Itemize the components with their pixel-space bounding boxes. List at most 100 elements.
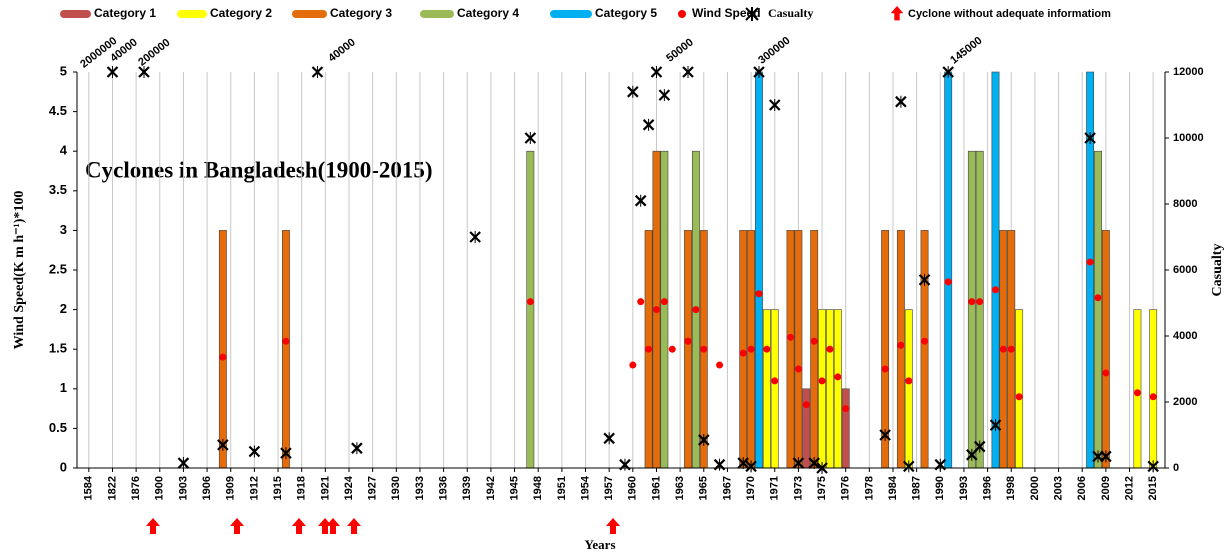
x-tick-label: 1942 bbox=[485, 476, 497, 500]
y-tick-label: 1 bbox=[60, 380, 67, 395]
annotation: 145000 bbox=[948, 35, 984, 67]
casualty-marker bbox=[753, 66, 765, 78]
y2-tick-label: 8000 bbox=[1173, 198, 1197, 210]
legend-label: Category 1 bbox=[94, 6, 156, 20]
info-arrow bbox=[326, 518, 340, 534]
casualty-marker bbox=[658, 89, 671, 102]
x-tick-label: 1993 bbox=[958, 476, 970, 500]
wind-speed-dot bbox=[1015, 393, 1023, 401]
legend-label: Category 4 bbox=[457, 6, 519, 20]
y-tick-label: 4.5 bbox=[49, 103, 67, 118]
y-tick-label: 1.5 bbox=[49, 341, 67, 356]
y2-tick-label: 2000 bbox=[1173, 396, 1197, 408]
bar bbox=[1149, 309, 1158, 469]
x-axis-title: Years bbox=[584, 537, 615, 552]
info-arrow bbox=[606, 518, 620, 534]
bar bbox=[282, 230, 290, 469]
legend-swatch bbox=[177, 10, 207, 18]
y-tick-label: 3 bbox=[60, 222, 67, 237]
x-tick-label: 2003 bbox=[1052, 476, 1064, 500]
bar bbox=[1133, 309, 1142, 469]
x-tick-label: 1965 bbox=[698, 476, 710, 500]
y2-tick-label: 6000 bbox=[1173, 264, 1197, 276]
x-tick-label: 1915 bbox=[272, 476, 284, 500]
bar bbox=[975, 150, 984, 469]
x-tick-label: 1948 bbox=[532, 476, 544, 500]
wind-speed-dot bbox=[684, 337, 692, 345]
x-tick-label: 1990 bbox=[934, 476, 946, 500]
casualty-marker bbox=[902, 460, 915, 473]
x-tick-label: 1976 bbox=[840, 476, 852, 500]
x-tick-label: 2015 bbox=[1147, 476, 1159, 500]
casualty-marker bbox=[524, 132, 537, 144]
x-tick-label: 1960 bbox=[627, 476, 639, 500]
wind-speed-dot bbox=[787, 333, 795, 341]
x-tick-label: 1963 bbox=[674, 476, 686, 500]
legend-swatch bbox=[890, 6, 904, 21]
casualty-marker bbox=[280, 447, 292, 460]
wind-speed-dot bbox=[826, 345, 834, 353]
casualty-marker bbox=[808, 457, 820, 470]
wind-speed-dot bbox=[660, 298, 668, 306]
casualty-marker bbox=[895, 95, 907, 108]
legend-swatch bbox=[550, 10, 592, 18]
x-tick-label: 1987 bbox=[911, 476, 923, 500]
x-tick-label: 1996 bbox=[982, 476, 994, 500]
wind-speed-dot bbox=[716, 361, 724, 369]
wind-speed-dot bbox=[968, 298, 976, 306]
y-axis-title: Wind Speed(K m h⁻¹)*100 bbox=[12, 191, 27, 350]
legend-swatch bbox=[60, 10, 91, 18]
x-tick-label: 1930 bbox=[390, 476, 402, 500]
wind-speed-dot bbox=[794, 365, 802, 373]
casualty-marker bbox=[942, 66, 954, 78]
x-tick-label: 2000 bbox=[1029, 476, 1041, 500]
bar bbox=[794, 230, 803, 469]
x-tick-label: 1998 bbox=[1005, 476, 1017, 500]
y-tick-label: 0.5 bbox=[49, 420, 67, 435]
bar bbox=[684, 230, 692, 469]
wind-speed-dot bbox=[637, 298, 645, 306]
wind-speed-dot bbox=[991, 286, 999, 294]
wind-speed-dot bbox=[921, 337, 929, 345]
casualty-marker bbox=[792, 457, 805, 470]
casualty-marker bbox=[650, 66, 663, 78]
casualty-marker bbox=[973, 440, 986, 453]
casualty-marker bbox=[177, 457, 190, 470]
wind-speed-dot bbox=[818, 377, 826, 385]
wind-speed-dot bbox=[810, 337, 818, 345]
bar bbox=[1101, 230, 1110, 469]
info-arrow bbox=[230, 518, 244, 534]
x-tick-label: 1973 bbox=[792, 476, 804, 500]
bar bbox=[826, 309, 834, 469]
x-tick-label: 1933 bbox=[414, 476, 426, 500]
bar bbox=[944, 71, 953, 469]
y-tick-label: 0 bbox=[60, 459, 67, 474]
casualty-marker bbox=[138, 66, 150, 78]
casualty-marker bbox=[989, 419, 1002, 432]
legend-label: Category 2 bbox=[210, 6, 272, 20]
wind-speed-dot bbox=[526, 298, 534, 306]
x-tick-label: 2009 bbox=[1100, 476, 1112, 500]
casualty-marker bbox=[248, 445, 261, 458]
bar bbox=[762, 309, 771, 469]
casualty-marker bbox=[918, 273, 931, 286]
wind-speed-dot bbox=[629, 361, 637, 369]
info-arrow bbox=[292, 518, 306, 534]
x-tick-label: 1912 bbox=[248, 476, 260, 500]
y2-tick-label: 10000 bbox=[1173, 132, 1204, 144]
info-arrow bbox=[318, 518, 332, 534]
info-arrow bbox=[347, 518, 361, 534]
x-tick-label: 1927 bbox=[367, 476, 379, 500]
wind-speed-dot bbox=[1133, 389, 1141, 397]
casualty-marker bbox=[603, 432, 615, 445]
wind-speed-dot bbox=[668, 345, 676, 353]
x-tick-label: 2012 bbox=[1123, 476, 1135, 500]
casualty-marker bbox=[713, 458, 726, 471]
x-tick-label: 1967 bbox=[721, 476, 733, 500]
wind-speed-dot bbox=[219, 353, 227, 361]
bar bbox=[739, 230, 748, 469]
x-tick-label: 1957 bbox=[603, 476, 615, 500]
casualty-marker bbox=[737, 457, 749, 470]
bar bbox=[786, 230, 795, 469]
